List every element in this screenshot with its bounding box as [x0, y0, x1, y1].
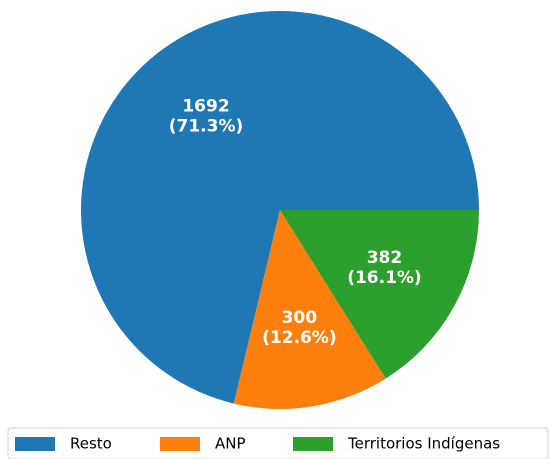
value-label-line: 382: [367, 248, 403, 268]
value-label-line: 1692: [182, 96, 229, 116]
legend-frame: [7, 427, 549, 459]
legend-swatch: [15, 437, 55, 451]
value-label-line: 300: [282, 308, 318, 328]
legend-label: Resto: [70, 435, 112, 453]
legend-swatch: [293, 437, 333, 451]
value-label-line: (71.3%): [169, 116, 244, 136]
pie-slice: [233, 210, 386, 409]
pie-slice: [280, 210, 479, 379]
pie-slice: [80, 11, 479, 404]
legend-swatch: [160, 437, 200, 451]
legend-label: Territorios Indígenas: [347, 435, 500, 453]
value-label: 382 (16.1%): [347, 248, 422, 288]
value-label-line: (12.6%): [262, 328, 337, 348]
value-label: 1692 (71.3%): [169, 96, 244, 136]
value-label-line: (16.1%): [347, 268, 422, 288]
legend-label: ANP: [215, 435, 246, 453]
value-label: 300 (12.6%): [262, 308, 337, 348]
